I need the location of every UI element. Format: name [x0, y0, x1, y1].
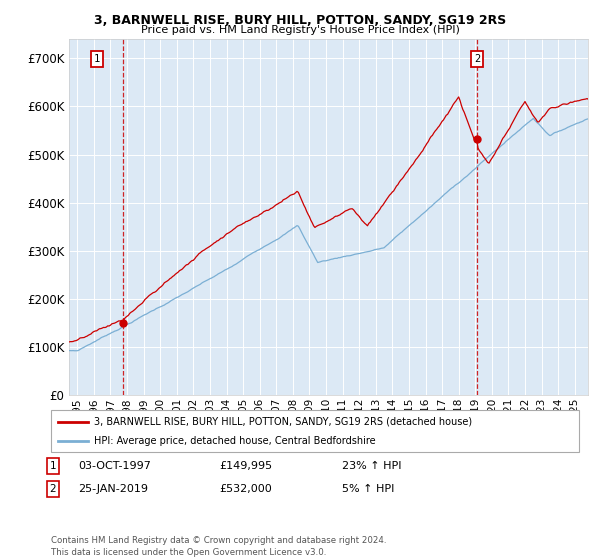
Text: 23% ↑ HPI: 23% ↑ HPI — [342, 461, 401, 471]
Text: £149,995: £149,995 — [219, 461, 272, 471]
Text: HPI: Average price, detached house, Central Bedfordshire: HPI: Average price, detached house, Cent… — [94, 436, 376, 446]
Text: 2: 2 — [49, 484, 56, 494]
Text: 5% ↑ HPI: 5% ↑ HPI — [342, 484, 394, 494]
Text: 03-OCT-1997: 03-OCT-1997 — [78, 461, 151, 471]
Text: 1: 1 — [94, 54, 100, 64]
Text: 3, BARNWELL RISE, BURY HILL, POTTON, SANDY, SG19 2RS: 3, BARNWELL RISE, BURY HILL, POTTON, SAN… — [94, 14, 506, 27]
Text: 1: 1 — [49, 461, 56, 471]
Text: 2: 2 — [474, 54, 480, 64]
Text: 25-JAN-2019: 25-JAN-2019 — [78, 484, 148, 494]
Text: Price paid vs. HM Land Registry's House Price Index (HPI): Price paid vs. HM Land Registry's House … — [140, 25, 460, 35]
Text: 3, BARNWELL RISE, BURY HILL, POTTON, SANDY, SG19 2RS (detached house): 3, BARNWELL RISE, BURY HILL, POTTON, SAN… — [94, 417, 472, 427]
Text: £532,000: £532,000 — [219, 484, 272, 494]
Text: Contains HM Land Registry data © Crown copyright and database right 2024.
This d: Contains HM Land Registry data © Crown c… — [51, 536, 386, 557]
